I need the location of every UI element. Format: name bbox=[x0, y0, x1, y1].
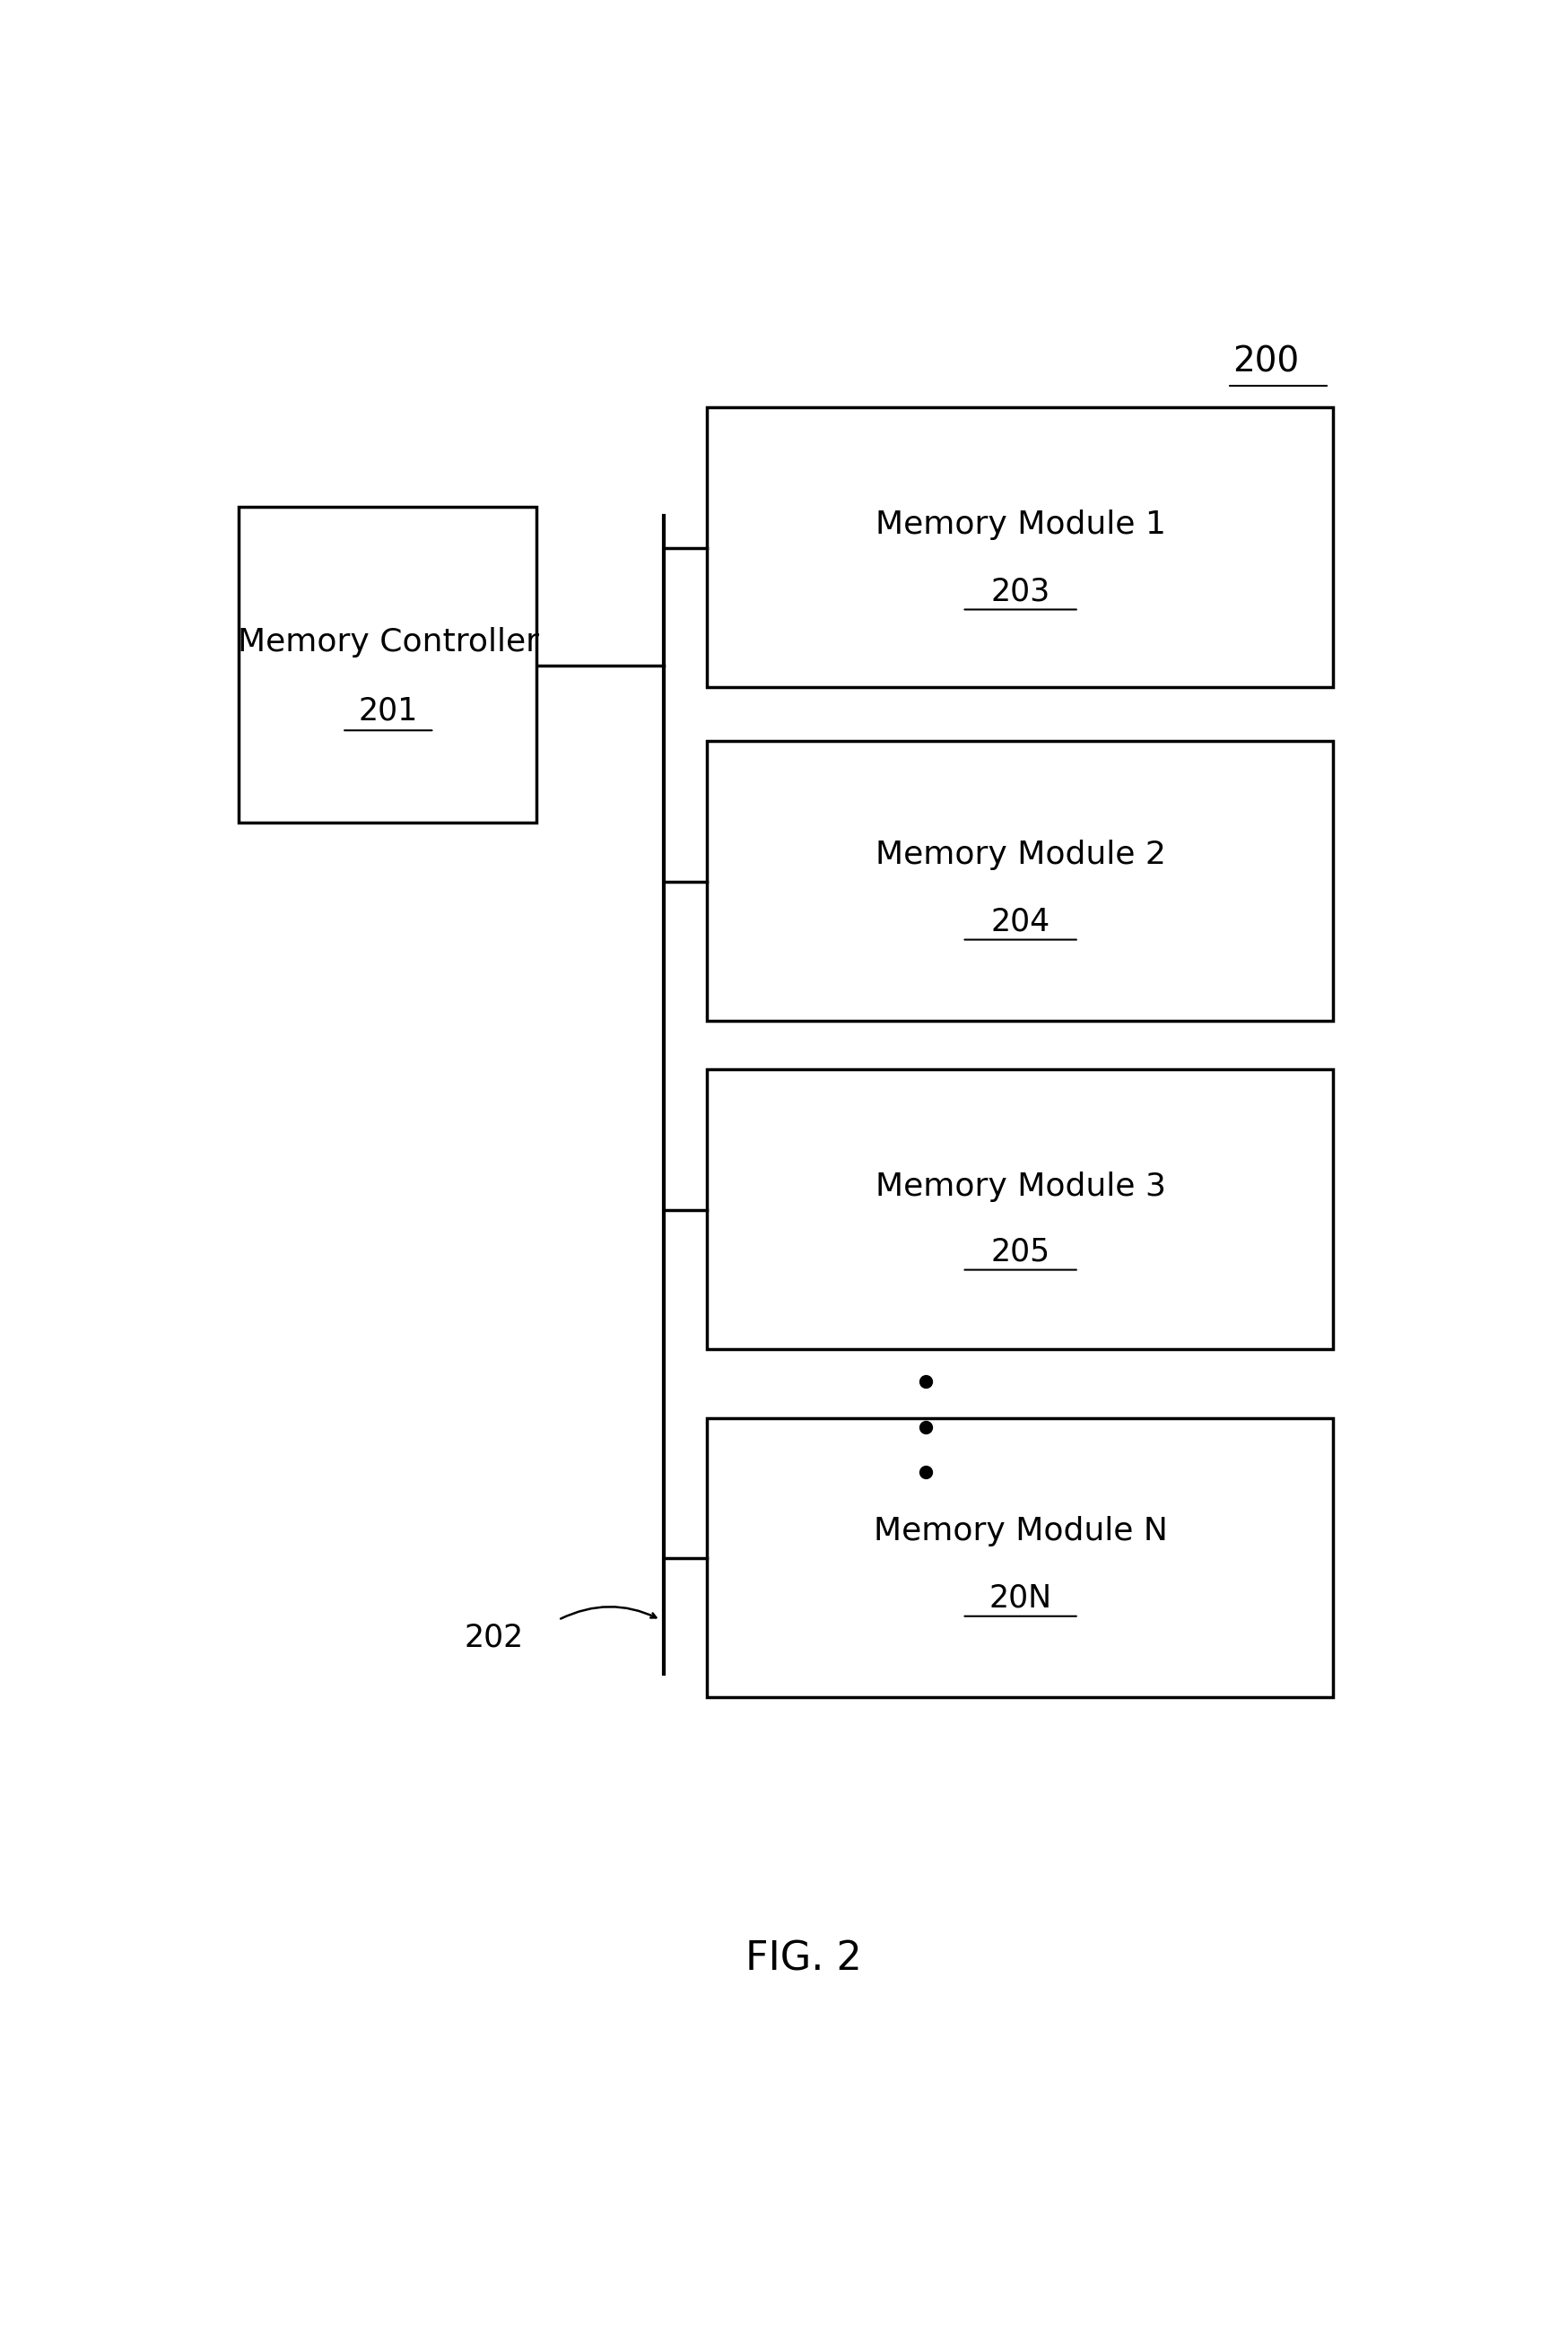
Text: 202: 202 bbox=[464, 1624, 524, 1654]
Text: Memory Module 1: Memory Module 1 bbox=[875, 508, 1165, 539]
Text: Memory Module N: Memory Module N bbox=[873, 1516, 1167, 1546]
Text: 200: 200 bbox=[1232, 344, 1298, 380]
FancyBboxPatch shape bbox=[707, 1068, 1333, 1350]
FancyBboxPatch shape bbox=[707, 740, 1333, 1022]
Text: 205: 205 bbox=[991, 1237, 1049, 1268]
Text: FIG. 2: FIG. 2 bbox=[745, 1940, 862, 1977]
FancyBboxPatch shape bbox=[238, 506, 536, 822]
Text: Memory Controller: Memory Controller bbox=[237, 626, 539, 658]
Text: 204: 204 bbox=[991, 907, 1049, 937]
Text: Memory Module 3: Memory Module 3 bbox=[875, 1172, 1165, 1202]
Text: Memory Module 2: Memory Module 2 bbox=[875, 839, 1165, 869]
FancyBboxPatch shape bbox=[707, 408, 1333, 686]
Text: 201: 201 bbox=[358, 696, 417, 726]
Text: 203: 203 bbox=[991, 576, 1049, 607]
Text: 20N: 20N bbox=[988, 1584, 1051, 1614]
FancyBboxPatch shape bbox=[707, 1418, 1333, 1696]
